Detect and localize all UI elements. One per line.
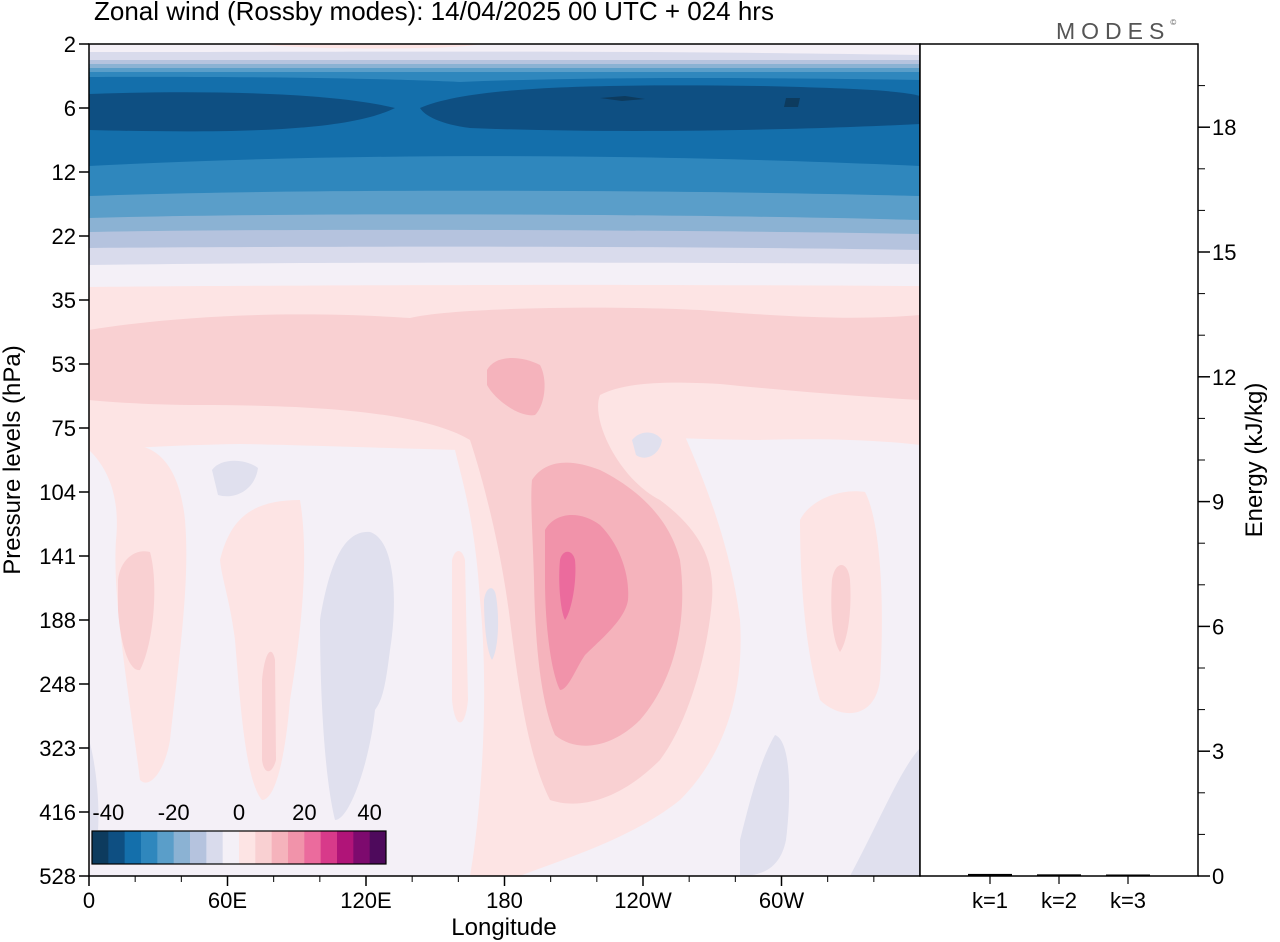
x-tick-label: 180: [486, 888, 523, 913]
colorbar-tick-label: 0: [233, 800, 245, 825]
colorbar-swatch: [222, 831, 240, 864]
y-tick-label: 188: [39, 608, 76, 633]
contour-band-0-5-lobe-thin: [452, 551, 468, 723]
energy-bar-panel: 0 3 6 9 12 15 18 k=1 k=2 k=3 Energy (kJ/kg): [919, 43, 1268, 913]
colorbar-swatch: [190, 831, 207, 864]
energy-bar: [968, 873, 1012, 876]
contour-band-neg5-0-lobe-g: [89, 740, 99, 830]
energy-tick-label: 9: [1212, 490, 1224, 515]
wavenumber-axis: k=1 k=2 k=3: [972, 876, 1146, 913]
y-tick-label: 2: [64, 32, 76, 57]
energy-bar: [1106, 874, 1150, 876]
contour-band-neg5-0-lobe-f: [484, 588, 499, 660]
contour-band-neg40-neg35-west: [89, 92, 395, 132]
copyright-mark: ©: [1170, 18, 1177, 27]
contour-band-neg45-neg40-a: [600, 96, 645, 101]
contour-band-top-pink: [260, 44, 480, 49]
colorbar-swatch: [271, 831, 289, 864]
y-tick-label: 35: [52, 288, 76, 313]
contour-band-neg5-0-lobe-b: [320, 531, 394, 820]
pressure-axis: 2 6 12 22 35 53 75 104 141 188 248 323 416 528: [39, 32, 89, 889]
y-tick-label: 416: [39, 800, 76, 825]
colorbar-tick-label: 40: [357, 800, 381, 825]
colorbar-swatch: [157, 831, 175, 864]
colorbar-tick-label: 20: [292, 800, 316, 825]
y-tick-label: 528: [39, 864, 76, 889]
k-tick-label: k=3: [1110, 888, 1146, 913]
y-tick-label: 22: [52, 224, 76, 249]
contour-band-20-25-core: [559, 551, 576, 620]
energy-axis: 0 3 6 9 12 15 18: [1198, 85, 1236, 889]
contour-band-neg5-0-lobe-e: [632, 432, 662, 458]
y-axis-label: Pressure levels (hPa): [0, 345, 26, 574]
y-tick-label: 323: [39, 736, 76, 761]
colorbar-swatch: [369, 831, 387, 864]
zonal-wind-heatmap: -40 -20 0 20 40: [88, 43, 921, 877]
y-tick-label: 75: [52, 416, 76, 441]
colorbar-swatch: [320, 831, 338, 864]
y-tick-label: 53: [52, 352, 76, 377]
chart-title: Zonal wind (Rossby modes): 14/04/2025 00…: [94, 0, 774, 26]
contour-band-5-10-upper: [89, 307, 920, 804]
colorbar-swatch: [255, 831, 273, 864]
colorbar-frame: [91, 830, 387, 865]
contour-band-0-5-lobe-mid: [220, 500, 305, 800]
energy-tick-label: 15: [1212, 240, 1236, 265]
colorbar-swatch: [337, 831, 354, 864]
colorbar-tick-label: -20: [158, 800, 190, 825]
energy-tick-label: 6: [1212, 614, 1224, 639]
contour-band-neg40-neg35-east: [420, 85, 920, 131]
colorbar-swatch: [353, 831, 371, 864]
contour-band-neg5-0-lobe-d: [850, 748, 920, 876]
x-tick-label: 60E: [208, 888, 247, 913]
x-tick-label: 0: [83, 888, 95, 913]
colorbar-swatch: [206, 831, 224, 864]
energy-tick-label: 3: [1212, 739, 1224, 764]
k-tick-label: k=2: [1041, 888, 1077, 913]
x-tick-label: 120E: [340, 888, 391, 913]
colorbar-swatch: [239, 831, 256, 864]
energy-axis-label: Energy (kJ/kg): [1241, 383, 1268, 538]
energy-tick-label: 12: [1212, 365, 1236, 390]
contour-band-neg5-0: [89, 262, 920, 287]
contour-band-5-10-lobe-west: [118, 551, 155, 671]
energy-tick-label: 0: [1212, 864, 1224, 889]
energy-bar: [1037, 874, 1081, 876]
energy-bars: [968, 873, 1150, 876]
colorbar-swatch: [141, 831, 158, 864]
y-tick-label: 141: [39, 544, 76, 569]
colorbar-tick-labels: -40 -20 0 20 40: [92, 800, 381, 825]
contour-band-neg45-neg40-b: [784, 98, 800, 107]
contour-band-neg5-0-lobe-a: [212, 460, 258, 497]
colorbar-swatch: [92, 831, 109, 864]
colorbar-swatch: [173, 831, 191, 864]
x-axis-label: Longitude: [451, 914, 556, 941]
contour-band-5-10-lobe-mid: [262, 651, 276, 772]
colorbar-swatch: [304, 831, 322, 864]
energy-tick-label: 18: [1212, 115, 1236, 140]
contour-band-5-10-lobe-east: [831, 565, 851, 652]
colorbar-swatch: [108, 831, 126, 864]
y-tick-label: 104: [39, 480, 76, 505]
colorbar-swatch: [124, 831, 142, 864]
longitude-axis: 0 60E 120E 180 120W 60W: [83, 876, 875, 913]
y-tick-label: 12: [52, 160, 76, 185]
contour-band-10-15-upper: [487, 358, 545, 416]
x-tick-label: 60W: [759, 888, 804, 913]
bar-panel-frame: [919, 43, 1199, 877]
colorbar: [91, 830, 387, 865]
x-tick-label: 120W: [614, 888, 672, 913]
colorbar-swatch: [288, 831, 305, 864]
k-tick-label: k=1: [972, 888, 1008, 913]
modes-logo: MODES©: [1056, 18, 1176, 45]
y-tick-label: 248: [39, 672, 76, 697]
logo-text: MODES: [1056, 18, 1171, 44]
contour-band-neg5-0-lobe-c: [740, 735, 790, 876]
colorbar-tick-label: -40: [92, 800, 124, 825]
y-tick-label: 6: [64, 96, 76, 121]
